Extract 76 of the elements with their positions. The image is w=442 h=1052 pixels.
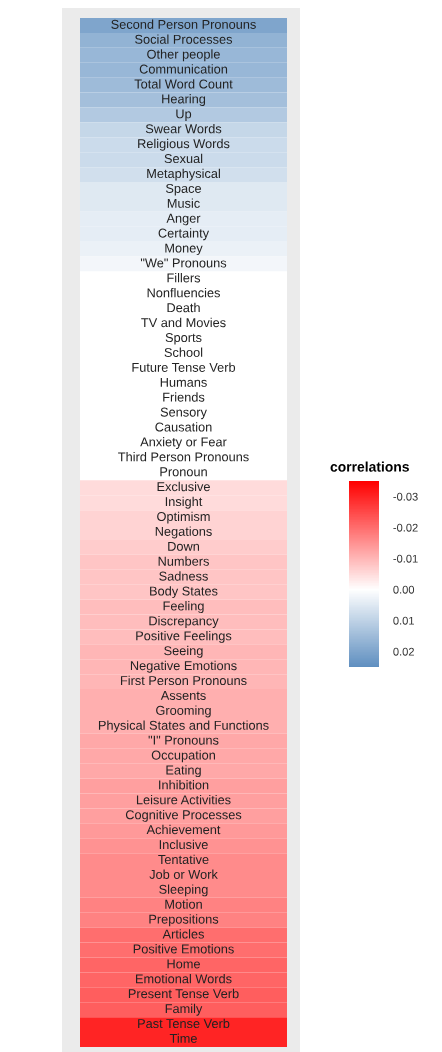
y-tick-label: Positive Emotions: [133, 944, 234, 954]
y-tick-label: First Person Pronouns: [120, 675, 247, 686]
y-tick-label: Fillers: [167, 273, 201, 283]
y-tick-label: TV and Movies: [141, 317, 226, 328]
y-tick-label: Grooming: [156, 705, 211, 718]
y-tick-label: Numbers: [158, 556, 209, 566]
y-tick-label: Articles: [162, 929, 204, 939]
y-tick-label: Up: [176, 109, 192, 121]
y-tick-label: "I" Pronouns: [148, 735, 219, 745]
y-tick-label: Discrepancy: [149, 616, 219, 628]
y-tick-label: Achievement: [146, 824, 221, 835]
color-bar-label: -0.03: [393, 492, 418, 501]
y-tick-label: Music: [167, 198, 200, 208]
color-bar-label: -0.01: [393, 554, 418, 563]
y-tick-label: Leisure Activities: [136, 794, 231, 805]
y-tick-label: Sports: [165, 333, 202, 345]
y-tick-label: Negative Emotions: [130, 660, 237, 673]
y-tick-label: Body States: [150, 586, 218, 599]
y-tick-label: Negations: [155, 526, 212, 539]
y-tick-label: Inhibition: [159, 780, 209, 790]
y-tick-label: Pronoun: [160, 467, 207, 477]
y-tick-label: Hearing: [162, 94, 206, 106]
y-tick-label: Death: [167, 302, 200, 313]
y-tick-label: Prepositions: [149, 914, 219, 927]
y-tick-label: Family: [165, 1003, 203, 1016]
y-tick-label: Sleeping: [159, 884, 208, 897]
y-tick-label: Physical States and Functions: [98, 720, 269, 733]
y-tick-label: Social Processes: [135, 34, 233, 44]
y-tick-label: Down: [168, 541, 200, 551]
y-tick-label: Eating: [166, 765, 201, 778]
y-tick-label: Money: [165, 243, 203, 256]
y-tick-label: Sadness: [159, 571, 208, 581]
y-tick-label: Friends: [163, 392, 205, 402]
y-tick-label: Tentative: [158, 854, 209, 865]
y-tick-label: Home: [167, 959, 200, 969]
y-tick-label: "We" Pronouns: [140, 258, 227, 268]
y-tick-label: Sexual: [164, 153, 203, 164]
y-tick-label: Sensory: [160, 407, 207, 420]
y-tick-label: Future Tense Verb: [132, 362, 236, 372]
legend-title: correlations: [330, 461, 409, 472]
y-tick-label: School: [164, 347, 203, 357]
y-tick-label: Causation: [155, 422, 212, 432]
y-tick-label: Feeling: [163, 601, 204, 614]
y-tick-label: Seeing: [164, 645, 203, 658]
y-tick-label: Emotional Words: [136, 973, 232, 984]
y-tick-label: Other people: [147, 49, 220, 62]
y-tick-label: Anxiety or Fear: [140, 437, 227, 449]
y-tick-label: Communication: [139, 64, 228, 74]
y-tick-label: Metaphysical: [147, 168, 220, 181]
y-tick-label: Assents: [160, 691, 206, 700]
color-bar-label: 0.01: [393, 616, 414, 625]
color-bar-label: 0.00: [393, 585, 415, 594]
y-tick-label: Inclusive: [159, 839, 208, 850]
y-tick-label: Optimism: [157, 511, 210, 524]
y-tick-label: Total Word Count: [134, 79, 233, 89]
color-bar-label: -0.02: [393, 523, 418, 532]
y-tick-label: Cognitive Processes: [125, 809, 242, 822]
y-tick-label: Motion: [165, 899, 202, 909]
y-tick-label: Space: [165, 183, 202, 196]
y-tick-label: Job or Work: [149, 869, 218, 879]
y-tick-label: Past Tense Verb: [138, 1018, 230, 1029]
y-tick-label: Second Person Pronouns: [111, 19, 256, 29]
y-tick-label: Anger: [166, 213, 201, 226]
y-tick-label: Occupation: [151, 750, 215, 763]
y-tick-label: Religious Words: [138, 138, 230, 151]
y-tick-label: Third Person Pronouns: [118, 451, 249, 462]
y-tick-label: Present Tense Verb: [128, 988, 239, 999]
y-tick-label: Time: [169, 1033, 197, 1043]
y-tick-label: Insight: [165, 496, 203, 509]
y-tick-label: Positive Feelings: [136, 630, 232, 643]
y-tick-label: Nonfluencies: [147, 287, 220, 298]
y-tick-label: Exclusive: [157, 481, 210, 492]
y-tick-label: Certainty: [158, 228, 210, 241]
y-tick-label: Swear Words: [145, 123, 222, 134]
color-bar-label: 0.02: [393, 647, 414, 656]
y-tick-label: Humans: [160, 377, 207, 387]
